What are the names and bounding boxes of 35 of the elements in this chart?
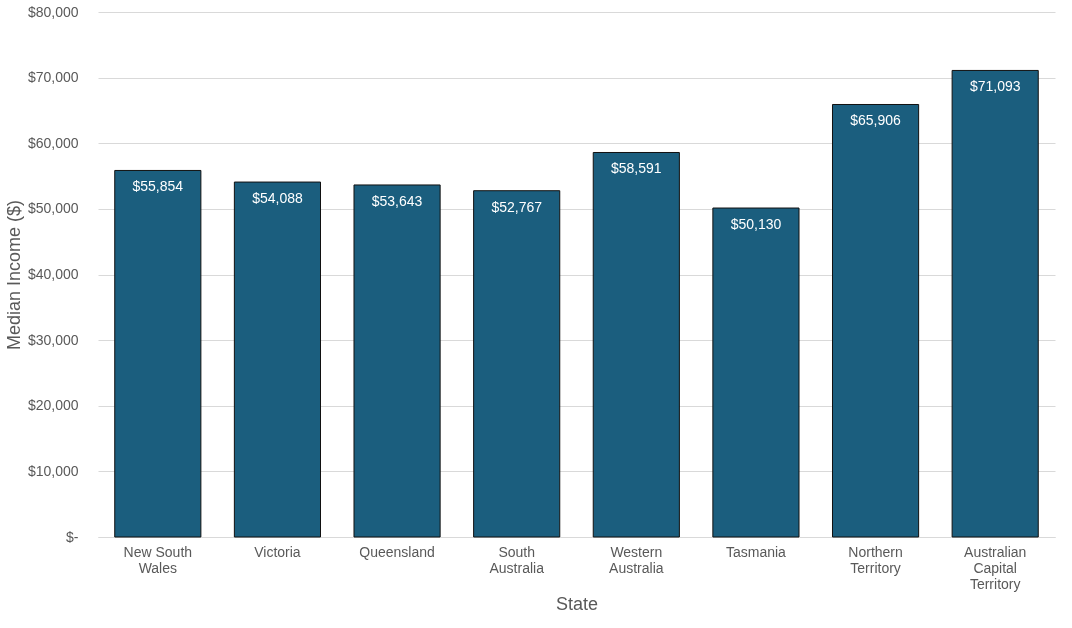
y-tick-label: $30,000 bbox=[27, 331, 79, 348]
data-label: $58,591 bbox=[611, 160, 662, 177]
bar bbox=[832, 103, 920, 538]
x-tick-label: Western Australia bbox=[609, 543, 664, 576]
data-label: $52,767 bbox=[491, 198, 543, 215]
y-tick-label: $10,000 bbox=[27, 462, 79, 479]
x-tick-label: Australian Capital Territory bbox=[964, 543, 1027, 592]
x-tick-label: Victoria bbox=[254, 543, 301, 560]
y-tick-label: $- bbox=[66, 528, 79, 545]
data-label: $53,643 bbox=[371, 192, 423, 209]
bar bbox=[473, 190, 561, 538]
x-tick-label: Queensland bbox=[359, 543, 435, 560]
bar bbox=[114, 169, 202, 538]
data-label: $55,854 bbox=[132, 178, 184, 195]
x-tick-label: Northern Territory bbox=[848, 543, 903, 576]
x-tick-label: South Australia bbox=[489, 543, 545, 576]
x-tick-label: Tasmania bbox=[725, 543, 787, 560]
bar bbox=[592, 152, 680, 538]
y-tick-label: $20,000 bbox=[27, 397, 79, 414]
data-label: $65,906 bbox=[850, 112, 902, 129]
y-tick-label: $50,000 bbox=[27, 200, 79, 217]
data-label: $54,088 bbox=[252, 190, 303, 207]
y-tick-label: $70,000 bbox=[27, 69, 79, 86]
x-axis-title: State bbox=[555, 593, 599, 614]
bar bbox=[712, 207, 800, 538]
bar bbox=[353, 184, 441, 538]
x-tick-label: New South Wales bbox=[123, 543, 193, 576]
data-label: $71,093 bbox=[969, 78, 1021, 95]
data-label: $50,130 bbox=[730, 216, 782, 233]
y-tick-label: $60,000 bbox=[27, 134, 79, 151]
bar bbox=[233, 181, 321, 538]
y-axis-title: Median Income ($) bbox=[3, 199, 24, 351]
y-tick-label: $80,000 bbox=[27, 3, 79, 20]
y-tick-label: $40,000 bbox=[27, 266, 79, 282]
bar bbox=[951, 69, 1039, 538]
